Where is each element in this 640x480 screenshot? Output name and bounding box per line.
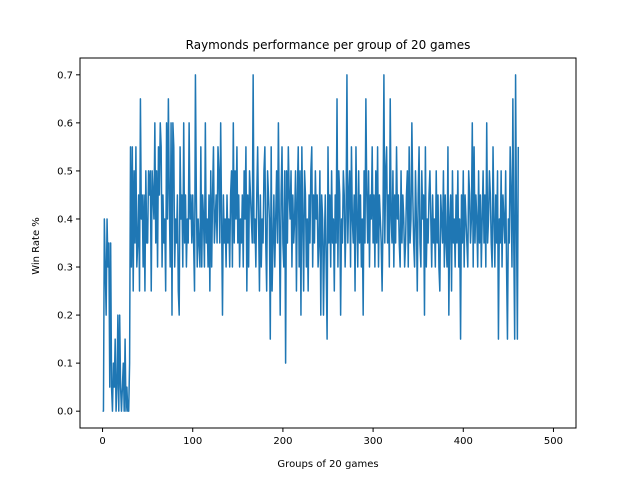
x-tick-label: 500 (544, 436, 563, 447)
y-axis-label: Win Rate % (31, 217, 42, 275)
y-tick-label: 0.6 (57, 118, 73, 129)
x-tick-label: 300 (364, 436, 383, 447)
y-tick-label: 0.4 (57, 214, 73, 225)
series-line-0 (102, 74, 520, 412)
x-tick-label: 100 (183, 436, 202, 447)
y-tick-label: 0.2 (57, 311, 73, 322)
y-tick-label: 0.0 (57, 407, 73, 418)
x-tick-label: 400 (454, 436, 473, 447)
y-tick-label: 0.3 (57, 263, 73, 274)
plot-frame (79, 57, 577, 429)
x-tick-label: 200 (273, 436, 292, 447)
x-axis-label: Groups of 20 games (277, 459, 378, 470)
x-tick-label: 0 (99, 436, 105, 447)
y-tick-label: 0.1 (57, 359, 73, 370)
x-axis: 0 100 200 300 400 500 (99, 428, 563, 447)
y-axis: 0.0 0.1 0.2 0.3 0.4 0.5 0.6 0.7 (57, 70, 80, 418)
chart-title: Raymonds performance per group of 20 gam… (186, 38, 471, 52)
plot-area (102, 74, 520, 412)
y-tick-label: 0.5 (57, 166, 73, 177)
y-tick-label: 0.7 (57, 70, 73, 81)
